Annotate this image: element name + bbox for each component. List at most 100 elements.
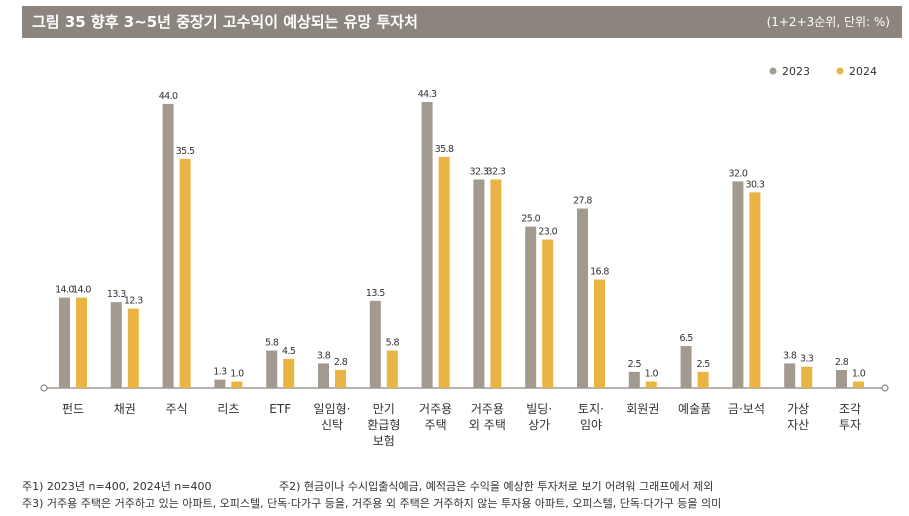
bar-2024-7 [438, 156, 450, 388]
bar-2023-2 [162, 103, 174, 388]
footnote-2: 주2) 현금이나 수시입출식예금, 예적금은 수익을 예상한 투자처로 보기 어… [279, 480, 714, 493]
bar-2024-4 [283, 358, 295, 388]
category-label-11-0: 회원권 [626, 402, 659, 416]
data-label-2023-2: 44.0 [159, 91, 178, 102]
data-label-2023-13: 32.0 [729, 168, 748, 179]
bar-2024-10 [594, 279, 605, 388]
data-label-2023-11: 2.5 [628, 359, 642, 370]
axis-end-dot [881, 384, 889, 392]
category-label-8-0: 거주용 [471, 402, 504, 416]
bar-2023-3 [214, 379, 226, 388]
data-label-2024-8: 32.3 [487, 166, 506, 177]
bar-2024-0 [76, 297, 87, 388]
data-label-2024-0: 14.0 [72, 285, 91, 296]
data-label-2023-12: 6.5 [679, 333, 693, 344]
bar-2024-6 [386, 350, 398, 388]
bar-2023-1 [110, 302, 122, 388]
data-label-2024-4: 4.5 [282, 346, 296, 357]
unit-label: (1+2+3순위, 단위: %) [766, 15, 890, 29]
category-label-1-0: 채권 [114, 402, 136, 416]
data-label-2023-5: 3.8 [317, 350, 331, 361]
category-label-0-0: 펀드 [62, 402, 84, 416]
data-label-2024-13: 30.3 [746, 179, 765, 190]
bar-2024-8 [490, 179, 502, 388]
axis-start-dot [40, 384, 48, 392]
category-label-12-0: 예술품 [678, 402, 711, 416]
bar-2023-8 [473, 179, 485, 388]
bar-2023-4 [266, 350, 278, 388]
bar-2023-15 [836, 369, 847, 388]
footnote-line-2: 주3) 거주용 주택은 거주하고 있는 아파트, 오피스텔, 단독·다가구 등을… [22, 495, 902, 512]
data-label-2024-10: 16.8 [590, 267, 609, 278]
category-label-5-0: 일임형· [314, 402, 351, 416]
category-label-10-1: 임야 [580, 418, 602, 432]
bar-2023-11 [628, 371, 640, 388]
data-label-2024-12: 2.5 [696, 359, 710, 370]
title-bar: 그림 35 향후 3~5년 중장기 고수익이 예상되는 유망 투자처 (1+2+… [22, 6, 902, 38]
data-label-2024-5: 2.8 [334, 357, 348, 368]
category-label-14-1: 자산 [787, 418, 809, 432]
category-label-15-1: 투자 [839, 418, 861, 432]
category-label-7-1: 주택 [425, 418, 447, 432]
data-label-2024-9: 23.0 [538, 227, 557, 238]
bar-2024-13 [749, 192, 761, 388]
data-label-2024-15: 1.0 [852, 369, 866, 380]
figure-title: 그림 35 향후 3~5년 중장기 고수익이 예상되는 유망 투자처 [32, 13, 418, 31]
data-label-2023-7: 44.3 [418, 89, 437, 100]
bar-2023-14 [784, 363, 796, 388]
data-label-2024-3: 1.0 [230, 369, 244, 380]
category-label-8-1: 외 주택 [469, 418, 506, 432]
bar-2023-7 [421, 102, 433, 388]
category-label-2-0: 주식 [166, 402, 188, 416]
data-label-2023-8: 32.3 [470, 166, 489, 177]
legend-marker-2023 [769, 67, 777, 75]
category-label-10-0: 토지· [578, 402, 604, 416]
category-label-14-0: 가상 [787, 402, 809, 416]
legend-marker-2024 [836, 67, 844, 75]
category-label-15-0: 조각 [839, 402, 861, 416]
data-label-2023-1: 13.3 [107, 289, 126, 300]
category-label-6-2: 보험 [373, 434, 395, 448]
category-label-6-0: 만기 [373, 402, 395, 416]
footnote-3: 주3) 거주용 주택은 거주하고 있는 아파트, 오피스텔, 단독·다가구 등을… [22, 497, 722, 510]
legend-label-2023: 2023 [782, 65, 810, 78]
category-label-13-0: 금·보석 [728, 402, 765, 416]
bar-2024-14 [801, 366, 813, 388]
data-label-2023-14: 3.8 [783, 350, 797, 361]
footnote-line-1: 주1) 2023년 n=400, 2024년 n=400 주2) 현금이나 수시… [22, 478, 902, 495]
data-label-2024-6: 5.8 [386, 338, 400, 349]
bar-2023-5 [318, 363, 329, 388]
bar-2024-15 [853, 381, 864, 388]
category-label-9-1: 상가 [528, 418, 550, 432]
bar-2024-1 [127, 308, 139, 388]
category-label-3-0: 리츠 [217, 402, 239, 416]
bar-2023-13 [732, 181, 744, 388]
footnotes: 주1) 2023년 n=400, 2024년 n=400 주2) 현금이나 수시… [22, 478, 902, 512]
data-label-2024-1: 12.3 [124, 296, 143, 307]
category-label-9-0: 빌딩· [526, 402, 552, 416]
data-label-2023-4: 5.8 [265, 338, 279, 349]
data-label-2024-2: 35.5 [176, 146, 195, 157]
bar-2024-5 [335, 369, 346, 388]
category-label-6-1: 환급형 [367, 418, 400, 432]
data-label-2023-15: 2.8 [835, 357, 849, 368]
bar-2024-12 [697, 371, 709, 388]
data-label-2024-11: 1.0 [645, 369, 659, 380]
data-label-2023-10: 27.8 [573, 196, 592, 207]
legend-label-2024: 2024 [849, 65, 877, 78]
category-label-4-0: ETF [269, 402, 291, 416]
category-label-7-0: 거주용 [419, 402, 452, 416]
bar-2024-3 [231, 381, 243, 388]
data-label-2023-6: 13.5 [366, 288, 385, 299]
data-label-2024-7: 35.8 [435, 144, 454, 155]
data-label-2023-9: 25.0 [521, 214, 540, 225]
bar-2023-9 [525, 226, 537, 388]
bar-2023-10 [577, 208, 588, 388]
bar-2024-11 [645, 381, 657, 388]
bar-2023-6 [369, 300, 381, 388]
bar-2024-9 [542, 239, 554, 388]
bar-2023-12 [680, 346, 692, 388]
footnote-1: 주1) 2023년 n=400, 2024년 n=400 [22, 480, 212, 493]
data-label-2023-0: 14.0 [55, 285, 74, 296]
